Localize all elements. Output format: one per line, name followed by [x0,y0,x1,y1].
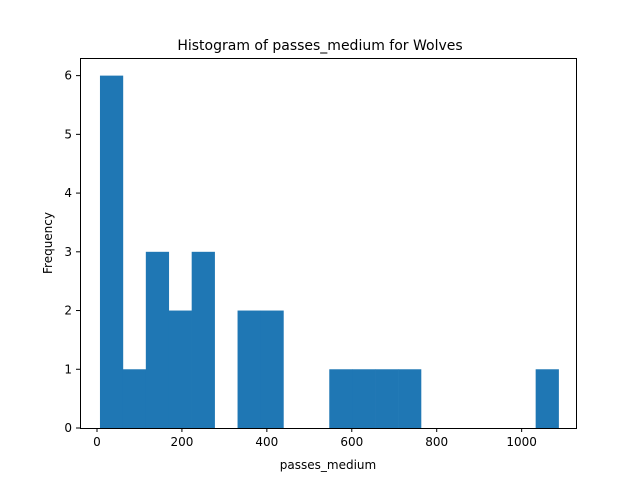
x-tick-label: 0 [93,435,101,449]
x-tick-label: 400 [255,435,278,449]
histogram-bar [535,369,559,428]
y-tick-label: 5 [64,127,72,141]
histogram-bar [352,369,376,428]
x-tick-label: 200 [170,435,193,449]
y-tick-label: 6 [64,69,72,83]
histogram-bar [168,310,192,428]
histogram-bar [329,369,353,428]
x-tick-label: 600 [340,435,363,449]
x-axis-label: passes_medium [280,458,376,472]
chart-title: Histogram of passes_medium for Wolves [177,38,462,54]
y-axis-label: Frequency [41,212,55,274]
histogram-bar [122,369,147,428]
plot-frame [80,58,577,429]
y-tick-label: 0 [64,421,72,435]
histogram-bar [191,251,215,428]
y-tick-label: 4 [64,186,72,200]
x-tick-label: 1000 [506,435,537,449]
histogram-bar [398,369,422,428]
y-tick-label: 2 [64,304,72,318]
y-axis-ticks: 0 1 2 3 4 5 6 [64,69,80,435]
histogram-bar [260,310,284,428]
histogram-bar [375,369,399,428]
y-tick-label: 3 [64,245,72,259]
y-tick-label: 1 [64,362,72,376]
histogram-bar [237,310,261,428]
x-axis-ticks: 0 200 400 600 800 1000 [93,428,537,449]
histogram-bar [145,251,170,428]
histogram-bar [99,75,124,428]
bars-layer [99,75,559,428]
x-tick-label: 800 [425,435,448,449]
